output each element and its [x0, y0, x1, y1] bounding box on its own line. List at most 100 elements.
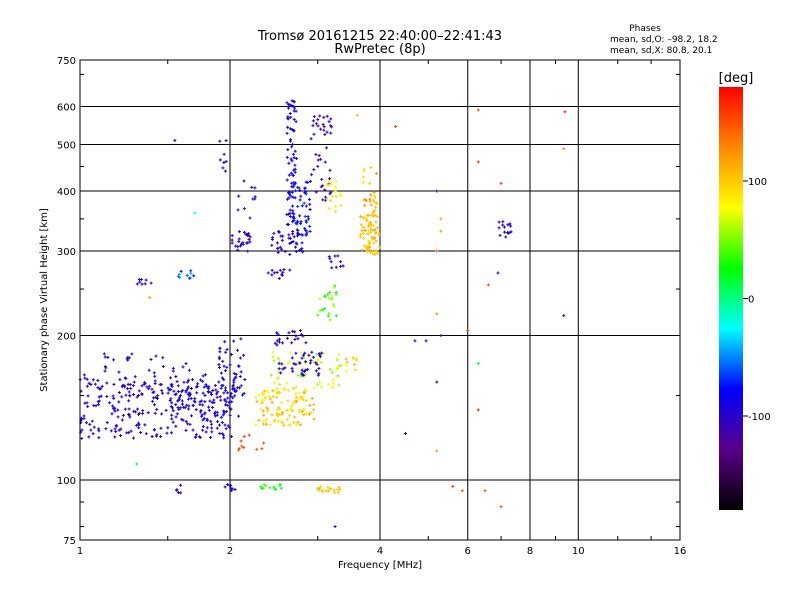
data-point	[218, 350, 222, 354]
data-point	[298, 361, 302, 365]
data-point	[333, 490, 337, 494]
data-point	[294, 395, 298, 399]
data-point	[257, 393, 261, 397]
data-point	[294, 385, 298, 389]
data-point	[366, 232, 370, 236]
data-point	[270, 400, 274, 404]
data-point	[171, 366, 175, 370]
data-point	[308, 361, 312, 365]
data-point	[137, 389, 141, 393]
data-point	[302, 201, 306, 205]
data-point	[141, 411, 145, 415]
data-point	[308, 403, 312, 407]
data-point	[323, 133, 327, 137]
data-point	[306, 180, 310, 184]
data-point	[169, 397, 173, 401]
data-point	[320, 385, 324, 389]
y-tick-label: 600	[57, 103, 76, 114]
data-point	[371, 211, 375, 215]
data-point	[125, 357, 129, 361]
data-point	[185, 380, 189, 384]
data-point	[260, 398, 264, 402]
data-point	[363, 203, 367, 207]
data-point	[273, 381, 277, 385]
data-point	[143, 423, 147, 427]
data-point	[278, 268, 282, 272]
data-point	[336, 374, 340, 378]
data-point	[247, 237, 251, 241]
data-point	[175, 380, 179, 384]
data-point	[132, 409, 136, 413]
data-point	[271, 350, 275, 354]
data-point	[311, 119, 315, 123]
data-point	[148, 384, 152, 388]
data-point	[282, 423, 286, 427]
data-point	[209, 422, 213, 426]
data-point	[111, 404, 115, 408]
data-point	[328, 199, 332, 203]
data-point	[374, 205, 378, 209]
data-point	[295, 234, 299, 238]
data-point	[181, 388, 185, 392]
data-point	[339, 204, 343, 208]
data-point	[282, 268, 286, 272]
data-point	[210, 430, 214, 434]
data-point	[368, 181, 372, 185]
data-point	[166, 391, 170, 395]
data-point	[149, 357, 153, 361]
data-point	[508, 222, 512, 226]
data-point	[184, 362, 188, 366]
data-point	[361, 180, 365, 184]
data-point	[352, 357, 356, 361]
data-point	[368, 230, 372, 234]
y-tick-labels: 75 100 200 300 400 500 600 750	[57, 56, 76, 547]
data-point	[307, 217, 311, 221]
data-point	[105, 421, 109, 425]
data-point	[126, 387, 130, 391]
colorbar: [deg] 100 0 -100	[719, 71, 771, 510]
data-point	[305, 230, 309, 234]
data-point	[226, 391, 230, 395]
data-point	[217, 365, 221, 369]
data-point	[310, 350, 314, 354]
data-point	[366, 213, 370, 217]
data-point	[285, 101, 289, 105]
data-point	[502, 225, 506, 229]
data-point	[280, 411, 284, 415]
x-tick-label: 4	[377, 546, 383, 557]
data-point	[132, 393, 136, 397]
data-point	[323, 198, 327, 202]
data-point	[248, 235, 252, 239]
data-point	[206, 387, 210, 391]
data-point	[242, 230, 246, 234]
data-point	[323, 307, 327, 311]
data-point	[361, 216, 365, 220]
data-point	[327, 296, 331, 300]
data-point	[153, 382, 157, 386]
data-point	[375, 202, 379, 206]
data-point	[85, 421, 89, 425]
data-point	[232, 383, 236, 387]
data-point	[334, 194, 338, 198]
data-point	[372, 214, 376, 218]
data-point	[290, 366, 294, 370]
data-point	[112, 382, 116, 386]
data-point	[288, 252, 292, 256]
data-point	[137, 426, 141, 430]
data-point	[328, 177, 332, 181]
data-point	[287, 173, 291, 177]
data-point	[214, 388, 218, 392]
data-point	[509, 224, 513, 228]
data-point	[169, 376, 173, 380]
y-tick-label: 100	[57, 476, 76, 487]
stats-line-o: mean, sd,O: –98.2, 18.2	[610, 35, 718, 45]
data-point	[290, 181, 294, 185]
data-point	[296, 373, 300, 377]
data-point	[203, 400, 207, 404]
data-point	[302, 412, 306, 416]
data-point	[80, 436, 84, 440]
data-point	[562, 314, 566, 318]
data-point	[329, 190, 333, 194]
data-point	[290, 190, 294, 194]
data-point	[87, 435, 91, 439]
